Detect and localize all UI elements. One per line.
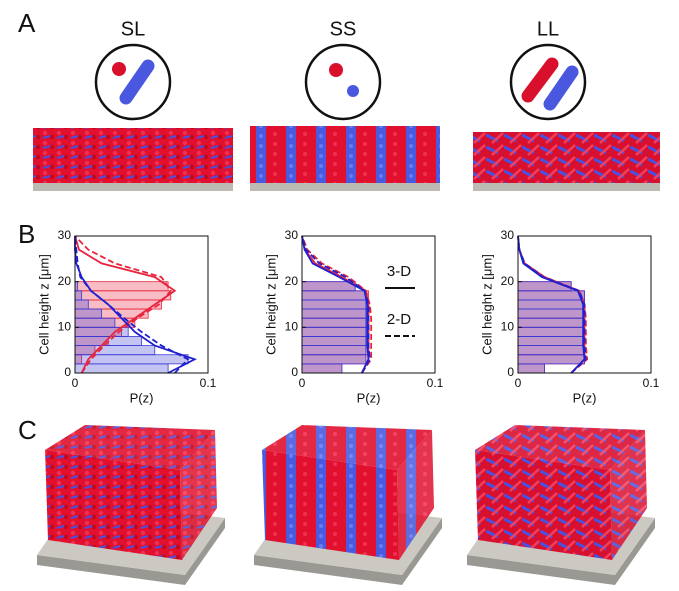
y-tick-label: 30 bbox=[58, 228, 72, 242]
profile-line bbox=[301, 235, 370, 374]
colony-side bbox=[610, 430, 647, 560]
substrate bbox=[254, 518, 442, 585]
hist-bar bbox=[301, 354, 367, 365]
colony-front bbox=[262, 450, 399, 560]
strain-label: LL bbox=[537, 18, 559, 40]
profile-line bbox=[301, 235, 373, 374]
x-tick-label: 0.1 bbox=[643, 376, 660, 390]
hist-bar bbox=[517, 326, 585, 337]
colony-side bbox=[397, 430, 434, 560]
hist-bar bbox=[74, 317, 116, 328]
colony-side bbox=[180, 430, 217, 560]
legend-label: 2-D bbox=[387, 311, 411, 328]
x-axis-label: P(z) bbox=[357, 390, 381, 405]
colony-front bbox=[475, 450, 612, 560]
panel-label: C bbox=[18, 415, 37, 445]
y-axis-label: Cell height z [μm] bbox=[263, 254, 278, 355]
x-tick-label: 0 bbox=[72, 376, 79, 390]
hist-bar bbox=[517, 363, 546, 374]
y-tick-label: 0 bbox=[64, 365, 71, 379]
colony-3d bbox=[37, 425, 655, 585]
x-tick-label: 0.1 bbox=[200, 376, 217, 390]
hist-bar bbox=[74, 290, 83, 301]
hist-bar bbox=[517, 281, 572, 292]
plot-frame bbox=[517, 235, 652, 374]
profile-line bbox=[74, 235, 190, 374]
profile-line bbox=[74, 235, 177, 374]
hist-bar bbox=[301, 317, 367, 328]
x-tick-label: 0.1 bbox=[427, 376, 444, 390]
y-tick-label: 0 bbox=[291, 365, 298, 379]
substrate bbox=[467, 518, 655, 585]
hist-bar bbox=[517, 317, 585, 328]
x-axis-label: P(z) bbox=[573, 390, 597, 405]
hist-bar bbox=[74, 363, 169, 374]
colony-top bbox=[45, 425, 215, 470]
colony-top bbox=[475, 425, 645, 470]
hist-bar bbox=[301, 299, 367, 310]
x-axis-label: P(z) bbox=[130, 390, 154, 405]
y-axis-label: Cell height z [μm] bbox=[479, 254, 494, 355]
y-tick-label: 10 bbox=[501, 320, 515, 334]
colony-top bbox=[262, 425, 432, 470]
y-tick-label: 20 bbox=[285, 274, 299, 288]
hist-bar bbox=[517, 308, 585, 319]
plot-frame bbox=[301, 235, 436, 374]
legend-label: 3-D bbox=[387, 263, 411, 280]
hist-bar bbox=[517, 299, 585, 310]
y-tick-label: 10 bbox=[58, 320, 72, 334]
hist-bar bbox=[301, 281, 356, 292]
profile-line bbox=[74, 236, 197, 374]
x-tick-label: 0 bbox=[299, 376, 306, 390]
panel-label: A bbox=[18, 8, 36, 38]
y-axis-label: Cell height z [μm] bbox=[36, 254, 51, 355]
hist-bar bbox=[301, 326, 367, 337]
profile-line bbox=[74, 235, 172, 374]
colony-slice bbox=[33, 126, 660, 191]
hist-bar bbox=[301, 363, 343, 374]
strain-icon bbox=[94, 43, 587, 121]
y-tick-label: 0 bbox=[507, 365, 514, 379]
panel-label: B bbox=[18, 219, 35, 249]
colony-front bbox=[45, 450, 182, 560]
plot-frame bbox=[74, 235, 209, 374]
hist-bar bbox=[301, 336, 367, 347]
profile-line bbox=[301, 235, 371, 374]
hist-bar bbox=[517, 345, 585, 356]
y-tick-label: 30 bbox=[501, 228, 515, 242]
x-tick-label: 0 bbox=[515, 376, 522, 390]
substrate bbox=[37, 518, 225, 585]
y-tick-label: 30 bbox=[285, 228, 299, 242]
y-tick-label: 10 bbox=[285, 320, 299, 334]
hist-bar bbox=[74, 299, 89, 310]
hist-bar bbox=[517, 354, 585, 365]
hist-bar bbox=[517, 290, 585, 301]
hist-bar bbox=[301, 345, 367, 356]
strain-label: SS bbox=[330, 18, 357, 40]
cell-icons bbox=[112, 57, 579, 111]
hist-bar bbox=[74, 345, 156, 356]
y-tick-label: 20 bbox=[501, 274, 515, 288]
hist-bar bbox=[301, 290, 367, 301]
hist-bar bbox=[74, 290, 172, 301]
profile-line bbox=[517, 235, 587, 374]
strain-label: SL bbox=[121, 18, 145, 40]
hist-bar bbox=[74, 308, 103, 319]
y-tick-label: 20 bbox=[58, 274, 72, 288]
hist-bar bbox=[301, 308, 367, 319]
hist-bar bbox=[517, 336, 585, 347]
